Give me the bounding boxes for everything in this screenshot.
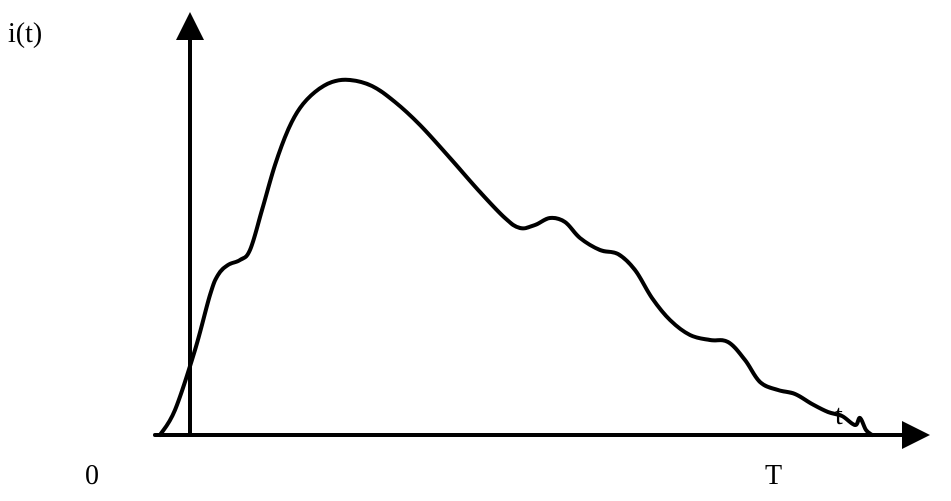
curve-path bbox=[160, 80, 872, 435]
origin-label: 0 bbox=[85, 460, 99, 492]
axes-group bbox=[155, 12, 930, 449]
chart-svg bbox=[0, 0, 951, 501]
chart-container: i(t) 0 T t bbox=[0, 0, 951, 501]
x-end-label: T bbox=[765, 460, 782, 492]
y-axis-label: i(t) bbox=[8, 18, 42, 50]
x-axis-label: t bbox=[835, 400, 843, 432]
curve-group bbox=[160, 80, 872, 435]
